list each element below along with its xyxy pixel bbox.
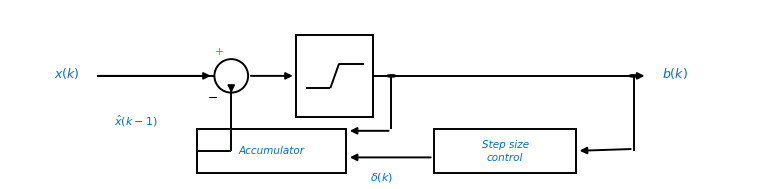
Bar <box>434 129 576 173</box>
Circle shape <box>629 75 638 77</box>
Text: Step size: Step size <box>481 140 529 150</box>
Text: $\hat{x}(k-1)$: $\hat{x}(k-1)$ <box>114 114 158 129</box>
Text: +: + <box>215 47 224 57</box>
Text: $x(k)$: $x(k)$ <box>54 66 79 81</box>
Bar <box>296 35 373 117</box>
Text: Accumulator: Accumulator <box>238 146 305 156</box>
Text: $b(k)$: $b(k)$ <box>662 66 687 81</box>
Text: −: − <box>208 92 218 105</box>
Text: control: control <box>487 153 524 163</box>
Circle shape <box>387 75 396 77</box>
Text: $\delta(k)$: $\delta(k)$ <box>370 171 393 184</box>
Bar <box>197 129 346 173</box>
